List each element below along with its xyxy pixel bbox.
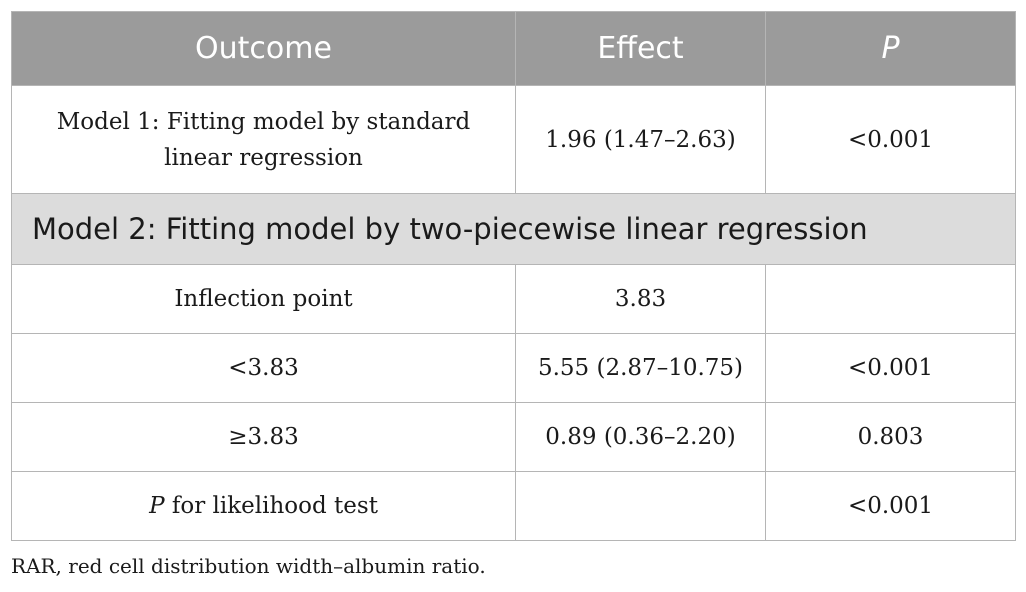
row-outcome: Inflection point xyxy=(11,264,516,334)
row-effect: 0.89 (0.36–2.20) xyxy=(515,402,766,472)
section-row-model2: Model 2: Fitting model by two-piecewise … xyxy=(11,193,1016,265)
model1-p: <0.001 xyxy=(765,85,1016,194)
header-outcome: Outcome xyxy=(11,11,516,86)
table-row: <3.83 5.55 (2.87–10.75) <0.001 xyxy=(11,333,1016,403)
likelihood-label: P for likelihood test xyxy=(11,471,516,541)
header-effect: Effect xyxy=(515,11,766,86)
likelihood-label-text: for likelihood test xyxy=(164,493,378,519)
table-footnote: RAR, red cell distribution width–albumin… xyxy=(11,554,486,578)
model1-label-line2: linear regression xyxy=(164,144,363,171)
header-row: Outcome Effect P xyxy=(11,11,1016,86)
model1-label: Model 1: Fitting model by standard linea… xyxy=(11,85,516,194)
likelihood-effect xyxy=(515,471,766,541)
row-effect: 5.55 (2.87–10.75) xyxy=(515,333,766,403)
likelihood-label-p: P xyxy=(149,493,165,519)
table-row-likelihood: P for likelihood test <0.001 xyxy=(11,471,1016,541)
table-row-model1: Model 1: Fitting model by standard linea… xyxy=(11,85,1016,194)
row-p: <0.001 xyxy=(765,333,1016,403)
row-outcome: ≥3.83 xyxy=(11,402,516,472)
model1-label-line1: Model 1: Fitting model by standard xyxy=(56,108,471,135)
header-p: P xyxy=(765,11,1016,86)
table-row: Inflection point 3.83 xyxy=(11,264,1016,334)
results-table: Outcome Effect P Model 1: Fitting model … xyxy=(11,11,1016,541)
model2-heading: Model 2: Fitting model by two-piecewise … xyxy=(11,193,1016,265)
table-row: ≥3.83 0.89 (0.36–2.20) 0.803 xyxy=(11,402,1016,472)
model1-effect: 1.96 (1.47–2.63) xyxy=(515,85,766,194)
row-effect: 3.83 xyxy=(515,264,766,334)
table-header: Outcome Effect P xyxy=(11,11,1016,86)
table-body: Model 1: Fitting model by standard linea… xyxy=(11,85,1016,541)
row-p xyxy=(765,264,1016,334)
row-p: 0.803 xyxy=(765,402,1016,472)
row-outcome: <3.83 xyxy=(11,333,516,403)
likelihood-p: <0.001 xyxy=(765,471,1016,541)
